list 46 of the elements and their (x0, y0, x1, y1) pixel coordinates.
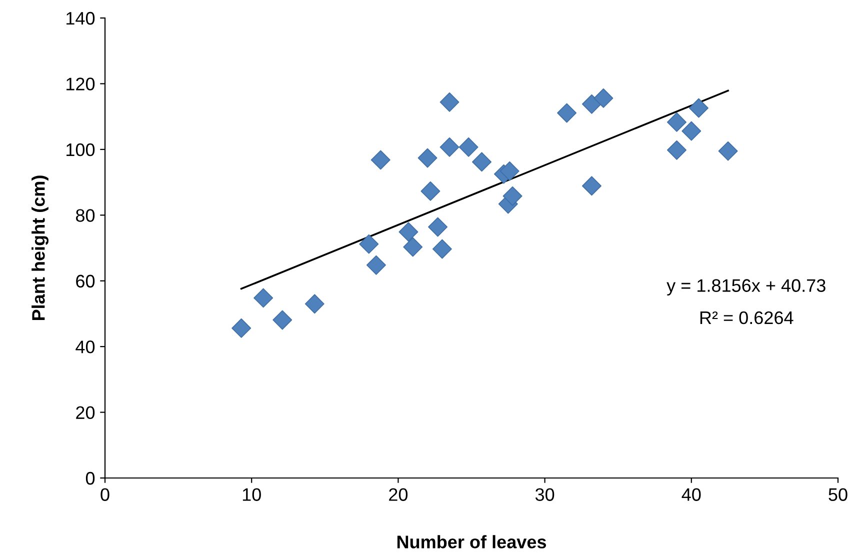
point (594, 88, 614, 108)
point (398, 222, 418, 242)
point (370, 150, 390, 170)
point (667, 112, 686, 132)
y-tick-label: 140 (66, 12, 95, 25)
point (458, 137, 478, 157)
x-axis-title: Number of leaves (397, 535, 546, 548)
x-tick-label: 0 (100, 488, 110, 501)
point (272, 310, 292, 330)
y-tick-label: 40 (76, 340, 95, 354)
point (500, 161, 520, 181)
annotation: R² = 0.6264 (700, 311, 794, 324)
point (420, 181, 440, 201)
y-tick-label: 80 (76, 209, 95, 222)
point (254, 288, 274, 308)
x-tick-label: 20 (389, 488, 408, 501)
point (667, 140, 686, 160)
point (472, 152, 492, 172)
y-tick-label: 100 (66, 143, 95, 156)
point (366, 255, 386, 275)
point (557, 103, 577, 123)
x-tick-label: 50 (828, 488, 848, 501)
point (718, 141, 738, 161)
point (440, 92, 460, 112)
y-tick-label: 0 (86, 472, 95, 485)
x-tick-label: 30 (535, 488, 554, 501)
point (304, 294, 324, 314)
point (418, 148, 438, 168)
annotation: y = 1.8156x + 40.73 (666, 279, 826, 296)
y-axis-title: Plant height (cm) (32, 176, 48, 320)
point (440, 137, 460, 157)
point (432, 239, 452, 259)
point (403, 237, 423, 257)
x-tick-label: 10 (242, 488, 261, 501)
y-tick-label: 60 (76, 274, 95, 288)
point (688, 98, 708, 118)
point (359, 234, 379, 254)
point (582, 176, 602, 196)
point (428, 217, 448, 237)
y-tick-label: 120 (66, 78, 95, 90)
point (682, 121, 702, 141)
y-tick-label: 20 (76, 406, 95, 420)
x-tick-label: 40 (682, 488, 701, 501)
point (502, 186, 522, 206)
point (232, 318, 252, 338)
point (582, 94, 602, 114)
